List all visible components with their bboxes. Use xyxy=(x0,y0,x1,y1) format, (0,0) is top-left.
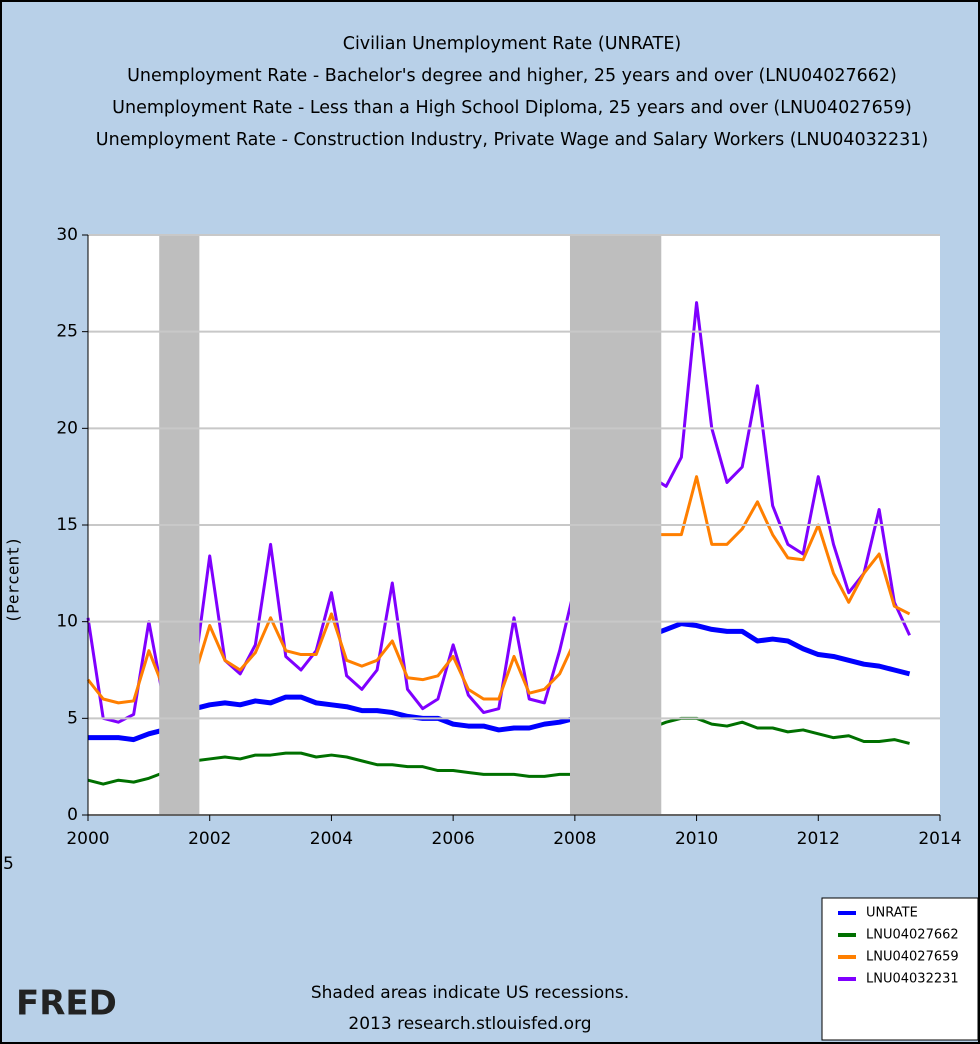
chart-title: Unemployment Rate - Bachelor's degree an… xyxy=(127,66,897,86)
y-tick-label: 10 xyxy=(56,612,78,632)
series-line xyxy=(88,621,911,743)
x-tick-label: 2008 xyxy=(553,829,596,849)
edge-text: 5 xyxy=(3,854,14,874)
y-axis-label: (Percent) xyxy=(4,537,23,624)
chart-title: Civilian Unemployment Rate (UNRATE) xyxy=(343,34,682,54)
logo: FRED xyxy=(16,984,117,1024)
y-tick-label: 15 xyxy=(56,515,78,535)
x-tick-label: 2000 xyxy=(66,829,109,849)
x-tick-label: 2014 xyxy=(918,829,961,849)
series-line xyxy=(87,716,910,786)
x-tick-label: 2006 xyxy=(432,829,475,849)
chart-title: Unemployment Rate - Construction Industr… xyxy=(96,130,928,150)
y-tick-label: 0 xyxy=(67,805,78,825)
footnote: Shaded areas indicate US recessions. xyxy=(311,983,629,1003)
legend-label: UNRATE xyxy=(866,906,918,921)
footnote: 2013 research.stlouisfed.org xyxy=(348,1014,591,1034)
x-tick-label: 2004 xyxy=(310,829,353,849)
chart-title: Unemployment Rate - Less than a High Sch… xyxy=(112,98,912,118)
series-line xyxy=(86,475,911,705)
legend-label: LNU04027659 xyxy=(866,950,959,965)
y-tick-label: 5 xyxy=(67,708,78,728)
y-tick-label: 25 xyxy=(56,322,78,342)
y-tick-label: 30 xyxy=(56,225,78,245)
x-tick-label: 2002 xyxy=(188,829,231,849)
y-tick-label: 20 xyxy=(56,418,78,438)
legend xyxy=(821,897,979,1041)
x-tick-label: 2012 xyxy=(797,829,840,849)
x-tick-label: 2010 xyxy=(675,829,718,849)
legend-label: LNU04032231 xyxy=(866,972,959,987)
legend-label: LNU04027662 xyxy=(866,928,959,943)
